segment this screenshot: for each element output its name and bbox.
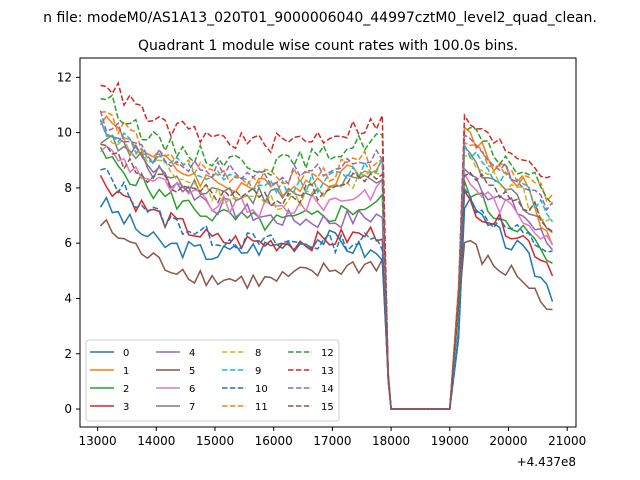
legend-label-11: 11 <box>255 402 268 413</box>
legend-label-7: 7 <box>189 402 195 413</box>
y-tick-label: 4 <box>64 291 72 305</box>
legend-label-13: 13 <box>321 366 334 377</box>
plot-area-frame <box>79 57 577 428</box>
y-tick-label: 12 <box>57 70 72 84</box>
legend-label-10: 10 <box>255 384 268 395</box>
chart-title: Quadrant 1 module wise count rates with … <box>138 38 518 54</box>
legend-label-4: 4 <box>189 348 195 359</box>
x-axis: 13000 14000 15000 16000 17000 18000 19000 20000… <box>79 427 586 448</box>
y-tick-label: 8 <box>64 181 72 195</box>
legend-label-15: 15 <box>321 402 334 413</box>
y-tick-label: 0 <box>64 402 72 416</box>
series-line-14 <box>99 110 554 410</box>
x-tick-label: 19000 <box>431 434 469 448</box>
legend-label-3: 3 <box>123 402 129 413</box>
y-tick-label: 6 <box>64 236 72 250</box>
figure-suptitle: n file: modeM0/AS1A13_020T01_9000006040_… <box>43 10 597 26</box>
legend-label-12: 12 <box>321 348 334 359</box>
series-line-13 <box>100 81 553 410</box>
legend-label-1: 1 <box>123 366 129 377</box>
series-line-9 <box>99 119 554 410</box>
x-tick-label: 14000 <box>137 434 175 448</box>
x-tick-label: 18000 <box>372 434 410 448</box>
legend-box <box>85 339 340 422</box>
x-tick-label: 17000 <box>313 434 351 448</box>
x-tick-label: 21000 <box>548 434 586 448</box>
x-tick-label: 13000 <box>79 434 117 448</box>
legend-label-2: 2 <box>123 384 129 395</box>
x-tick-label: 15000 <box>196 434 234 448</box>
x-tick-label: 20000 <box>489 434 527 448</box>
series-line-6 <box>99 145 554 410</box>
legend-label-6: 6 <box>189 384 195 395</box>
legend-label-14: 14 <box>321 384 334 395</box>
legend-label-8: 8 <box>255 348 261 359</box>
series-layer <box>99 81 554 410</box>
x-axis-offset-label: +4.437e8 <box>517 455 576 469</box>
x-tick-label: 16000 <box>255 434 293 448</box>
series-line-3 <box>99 174 554 410</box>
y-tick-label: 10 <box>57 126 72 140</box>
legend-label-5: 5 <box>189 366 195 377</box>
legend-label-9: 9 <box>255 366 261 377</box>
series-line-10 <box>100 167 553 410</box>
series-line-5 <box>99 218 553 410</box>
y-axis: 0 2 4 6 8 10 12 <box>57 70 80 416</box>
series-line-12 <box>100 94 554 410</box>
legend-label-0: 0 <box>123 348 129 359</box>
series-line-15 <box>100 143 553 410</box>
y-tick-label: 2 <box>64 347 72 361</box>
